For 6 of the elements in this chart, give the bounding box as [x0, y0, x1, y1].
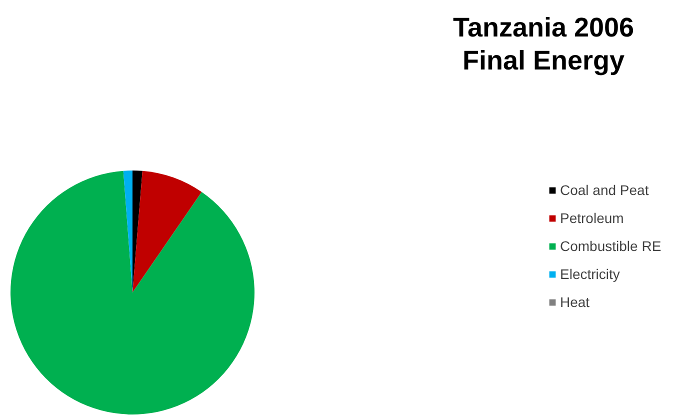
- legend-label: Coal and Peat: [560, 181, 649, 200]
- legend-label: Heat: [560, 293, 590, 312]
- legend-label: Electricity: [560, 265, 620, 284]
- legend-label: Combustible RE: [560, 237, 662, 256]
- chart-title: Tanzania 2006 Final Energy: [452, 12, 634, 76]
- legend-label: Petroleum: [560, 209, 624, 228]
